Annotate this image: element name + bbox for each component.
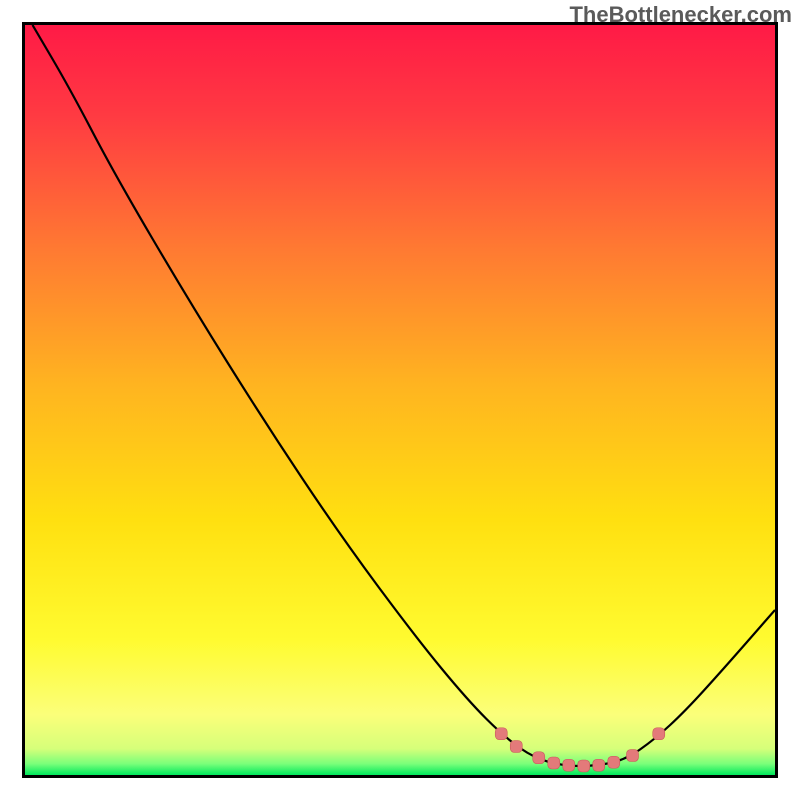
marker-point bbox=[608, 756, 620, 768]
marker-point bbox=[627, 750, 639, 762]
watermark-text: TheBottlenecker.com bbox=[569, 2, 792, 28]
marker-point bbox=[548, 757, 560, 769]
marker-point bbox=[653, 728, 665, 740]
marker-point bbox=[563, 759, 575, 771]
marker-point bbox=[578, 760, 590, 772]
marker-point bbox=[593, 759, 605, 771]
marker-point bbox=[533, 752, 545, 764]
marker-point bbox=[510, 741, 522, 753]
gradient-background bbox=[25, 25, 775, 775]
plot-area bbox=[22, 22, 778, 778]
plot-svg bbox=[25, 25, 775, 775]
marker-point bbox=[495, 728, 507, 740]
chart-container: TheBottlenecker.com bbox=[0, 0, 800, 800]
